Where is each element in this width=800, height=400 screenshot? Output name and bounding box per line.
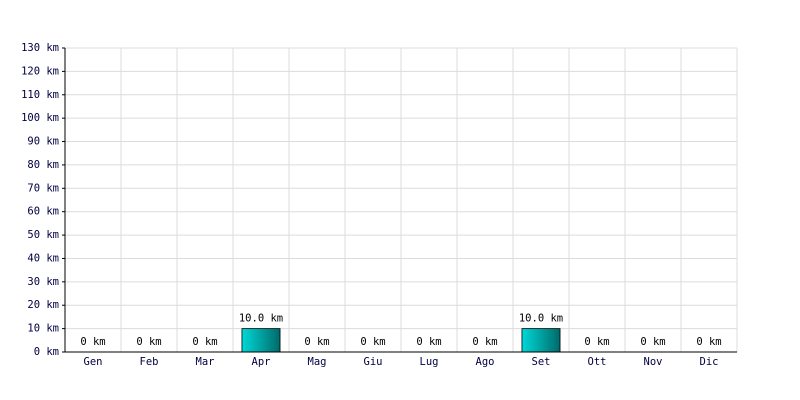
x-tick-label: Lug [420,356,439,368]
data-label: 0 km [640,336,665,348]
x-tick-label: Ott [588,356,607,368]
data-label: 0 km [360,336,385,348]
y-tick-label: 40 km [27,252,59,264]
data-label: 0 km [192,336,217,348]
x-tick-label: Mar [196,356,215,368]
data-label: 0 km [696,336,721,348]
data-label: 10.0 km [239,313,283,325]
y-tick-label: 90 km [27,136,59,148]
y-tick-label: 80 km [27,159,59,171]
y-tick-label: 20 km [27,299,59,311]
data-label: 0 km [136,336,161,348]
x-tick-label: Apr [252,356,271,368]
data-label: 0 km [472,336,497,348]
x-tick-label: Ago [476,356,495,368]
y-tick-label: 30 km [27,276,59,288]
y-tick-label: 10 km [27,323,59,335]
data-label: 0 km [304,336,329,348]
x-tick-label: Set [532,356,551,368]
x-tick-label: Gen [84,356,103,368]
data-label: 0 km [80,336,105,348]
x-tick-label: Dic [700,356,719,368]
x-tick-label: Nov [644,356,663,368]
y-tick-label: 110 km [21,89,59,101]
x-tick-label: Giu [364,356,383,368]
y-tick-label: 70 km [27,182,59,194]
y-tick-label: 100 km [21,112,59,124]
y-tick-label: 130 km [21,42,59,54]
x-tick-label: Mag [308,356,327,368]
grid [65,47,738,353]
x-tick-label: Feb [140,356,159,368]
y-tick-label: 120 km [21,65,59,77]
y-tick-label: 60 km [27,206,59,218]
data-label: 0 km [584,336,609,348]
y-tick-label: 50 km [27,229,59,241]
data-label: 0 km [416,336,441,348]
y-tick-label: 0 km [34,346,59,358]
data-label: 10.0 km [519,313,563,325]
bar [521,328,561,353]
bar [241,328,281,353]
